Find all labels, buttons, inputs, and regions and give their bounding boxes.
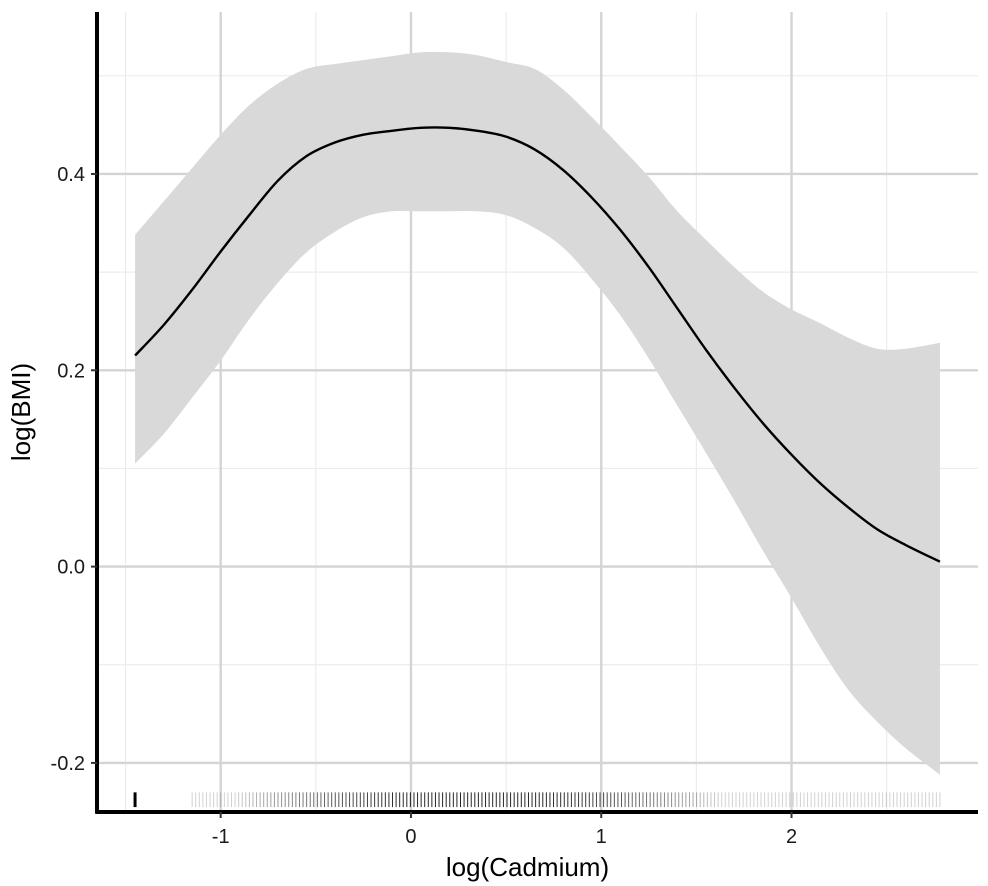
- y-tick-label: 0.0: [57, 557, 85, 579]
- x-ticks: -1 0 1 2: [212, 812, 797, 848]
- x-axis-title: log(Cadmium): [446, 852, 609, 882]
- y-axis-title: log(BMI): [6, 363, 36, 461]
- fit-line: [134, 126, 941, 563]
- x-tick-label: -1: [212, 826, 230, 848]
- confidence-ribbon: [135, 51, 940, 775]
- y-tick-label: 0.4: [57, 164, 85, 186]
- x-tick-label: 2: [786, 826, 797, 848]
- x-tick-label: 1: [596, 826, 607, 848]
- y-ticks: -0.2 0.0 0.2 0.4: [51, 164, 97, 775]
- y-tick-label: -0.2: [51, 753, 85, 775]
- y-tick-label: 0.2: [57, 360, 85, 382]
- rug-marks: [133, 792, 941, 808]
- x-tick-label: 0: [405, 826, 416, 848]
